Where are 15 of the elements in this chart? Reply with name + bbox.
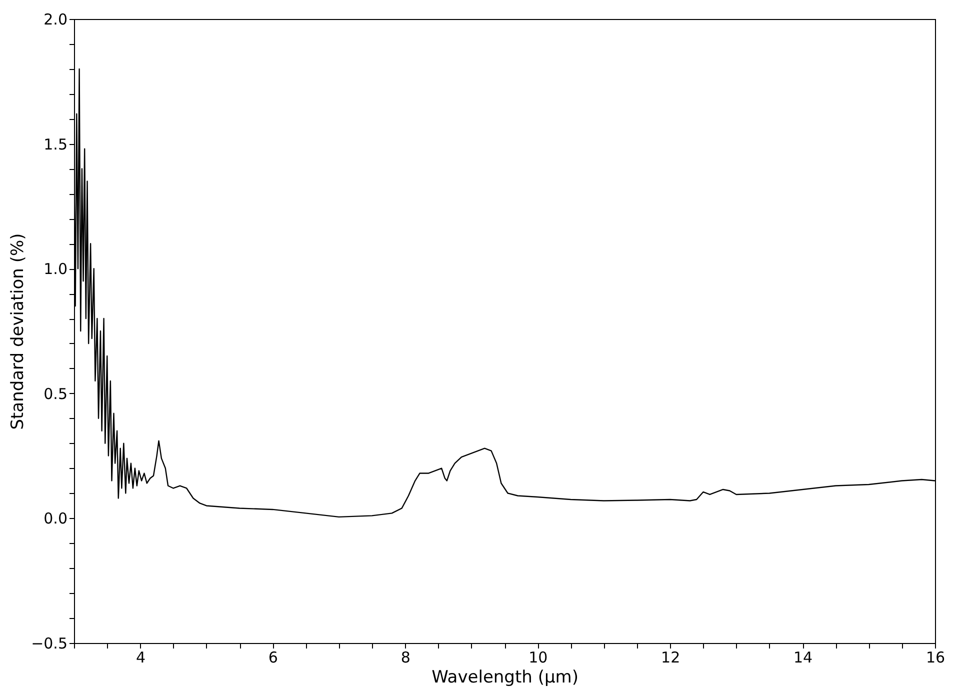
x-tick-label: 14 [793, 648, 813, 666]
x-tick-label: 4 [136, 648, 146, 666]
y-tick-label: −0.5 [31, 634, 68, 652]
x-tick-label: 8 [400, 648, 410, 666]
x-tick-label: 10 [528, 648, 548, 666]
y-tick-label: 1.5 [44, 135, 68, 154]
x-axis-title: Wavelength (μm) [432, 668, 578, 688]
y-axis-title: Standard deviation (%) [8, 233, 28, 430]
y-tick-label: 2.0 [44, 10, 68, 28]
y-tick-label: 1.0 [44, 260, 68, 278]
y-tick-label: 0.5 [44, 384, 68, 403]
x-tick-label: 12 [661, 648, 680, 666]
x-tick-label: 6 [268, 648, 278, 666]
x-tick-label: 16 [926, 648, 946, 666]
y-tick-label: 0.0 [44, 510, 68, 528]
